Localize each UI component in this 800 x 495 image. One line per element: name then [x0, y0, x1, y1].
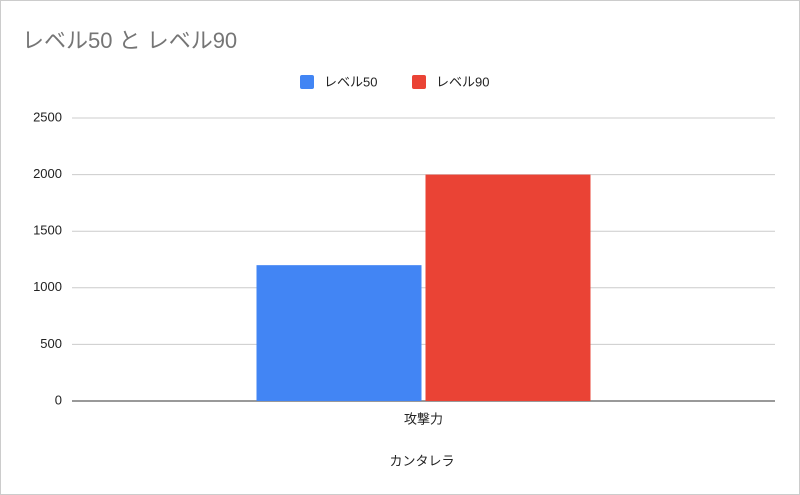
y-tick-label: 1000 [33, 279, 62, 294]
y-tick-label: 0 [55, 392, 62, 407]
y-tick-label: 1500 [33, 223, 62, 238]
legend-swatch [300, 75, 314, 89]
y-tick-label: 500 [40, 336, 62, 351]
y-tick-label: 2500 [33, 109, 62, 124]
y-tick-label: 2000 [33, 166, 62, 181]
x-tick-label: 攻撃力 [404, 411, 443, 426]
bar [256, 265, 422, 401]
bar [425, 174, 591, 401]
x-axis-label: カンタレラ [389, 453, 454, 468]
legend-swatch [412, 75, 426, 89]
legend-label: レベル90 [436, 74, 489, 89]
legend-label: レベル50 [324, 74, 377, 89]
chart-title: レベル50 と レベル90 [22, 28, 237, 53]
